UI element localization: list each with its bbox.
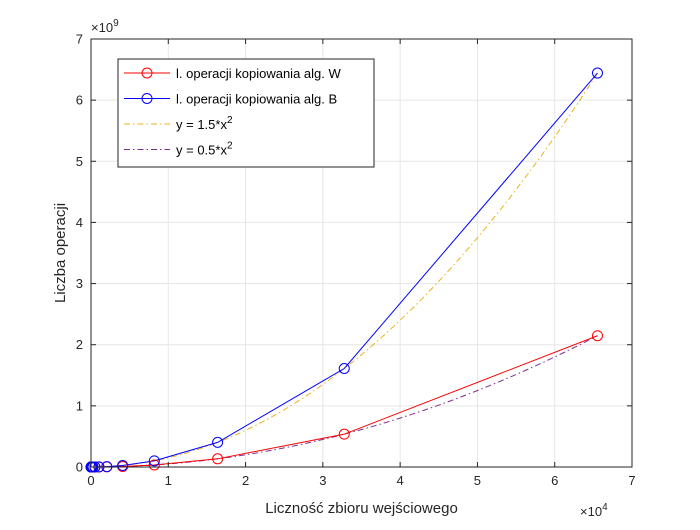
data-point: [591, 67, 603, 79]
data-point: [591, 330, 603, 342]
legend-label-exponent: 2: [227, 141, 233, 152]
legend-swatch-marker: [141, 67, 153, 79]
data-point: [148, 455, 160, 467]
legend-label-text: l. operacji kopiowania alg. W: [176, 66, 341, 81]
legend-label-text: l. operacji kopiowania alg. B: [176, 92, 337, 107]
x-axis-label: Liczność zbioru wejściowego: [265, 500, 458, 517]
legend-label-text: y = 1.5*x: [176, 117, 227, 132]
data-point: [212, 436, 224, 448]
y-tick-label: 4: [76, 215, 83, 230]
data-point: [212, 453, 224, 465]
y-tick-label: 5: [76, 154, 83, 169]
legend-label: y = 0.5*x2: [176, 141, 233, 158]
x-tick-label: 0: [87, 473, 94, 488]
y-tick-label: 2: [76, 337, 83, 352]
legend-label-text: y = 0.5*x: [176, 143, 227, 158]
x-tick-label: 1: [165, 473, 172, 488]
y-tick-label: 6: [76, 93, 83, 108]
legend-swatch-marker: [141, 93, 153, 104]
data-point: [338, 428, 350, 440]
x-axis-exponent: ×104: [580, 502, 608, 519]
y-tick-label: 3: [76, 276, 83, 291]
data-point: [117, 459, 129, 471]
axes-box: [90, 38, 633, 468]
y-tick-label: 0: [76, 460, 83, 475]
legend-entry: l. operacji kopiowania alg. B: [124, 92, 337, 107]
legend-label: y = 1.5*x2: [176, 115, 233, 132]
x-tick-label: 6: [551, 473, 558, 488]
x-tick-label: 5: [474, 473, 481, 488]
y-tick-label: 7: [76, 32, 83, 47]
legend[interactable]: l. operacji kopiowania alg. W l. operacji…: [117, 58, 375, 168]
data-point: [148, 459, 160, 471]
legend-label: l. operacji kopiowania alg. B: [176, 92, 337, 107]
y-axis-label: Liczba operacji: [52, 203, 69, 303]
y-axis-exponent: ×109: [91, 18, 119, 35]
y-tick-label: 1: [76, 398, 83, 413]
legend-entry: y = 0.5*x2: [124, 141, 233, 158]
legend-label: l. operacji kopiowania alg. W: [176, 66, 341, 81]
data-point: [338, 362, 350, 374]
x-tick-label: 7: [628, 473, 635, 488]
legend-entry: y = 1.5*x2: [124, 115, 233, 132]
x-tick-label: 2: [242, 473, 249, 488]
legend-entries: l. operacji kopiowania alg. W l. operacji…: [124, 66, 341, 158]
x-tick-label: 4: [397, 473, 404, 488]
series-line-2: [90, 72, 598, 468]
legend-label-exponent: 2: [227, 115, 233, 126]
legend-entry: l. operacji kopiowania alg. W: [124, 66, 341, 81]
axis-ticks: 0 1 2 3 4 5 6 7 0 1 2 3 4 5 6 7: [76, 32, 636, 489]
series-line-3: [90, 335, 598, 468]
series-line-0: [91, 335, 598, 468]
x-tick-label: 3: [319, 473, 326, 488]
